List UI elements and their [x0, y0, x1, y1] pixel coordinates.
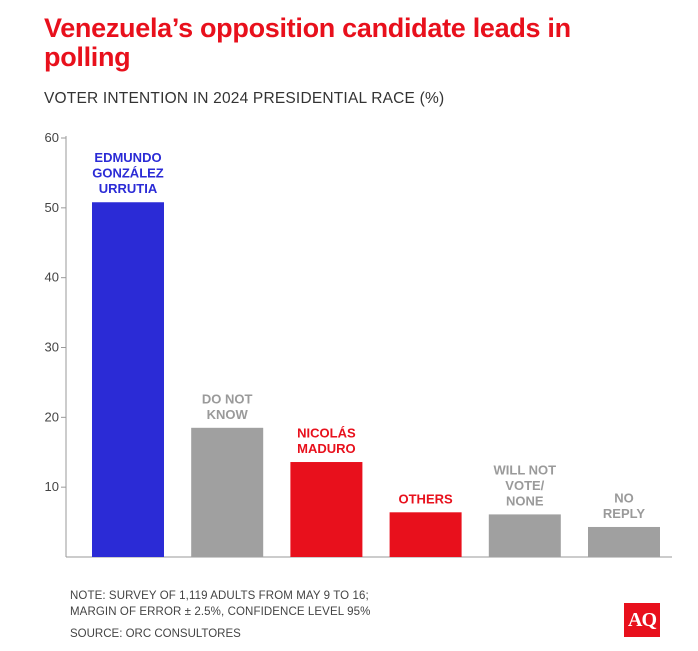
bar-label: NO	[614, 490, 634, 505]
y-tick-label: 40	[45, 270, 59, 285]
bar	[191, 427, 264, 557]
y-tick-label: 10	[45, 479, 59, 494]
chart-source: SOURCE: ORC CONSULTORES	[70, 628, 241, 640]
bar-label: NONE	[506, 493, 544, 508]
bar-label: KNOW	[207, 407, 249, 422]
bar-label: REPLY	[603, 506, 645, 521]
note-line-1: NOTE: SURVEY OF 1,119 ADULTS FROM MAY 9 …	[70, 590, 369, 602]
y-tick-label: 30	[45, 340, 59, 355]
bar	[588, 526, 660, 557]
bar-label: MADURO	[297, 441, 356, 456]
bar	[389, 512, 462, 557]
bar-label: VOTE/	[505, 478, 544, 493]
bar-label: NICOLÁS	[297, 426, 356, 441]
chart-subtitle: VOTER INTENTION IN 2024 PRESIDENTIAL RAC…	[44, 90, 445, 107]
bar-label: WILL NOT	[494, 462, 557, 477]
bar-label: GONZÁLEZ	[92, 166, 164, 181]
chart-note: NOTE: SURVEY OF 1,119 ADULTS FROM MAY 9 …	[70, 588, 370, 620]
bar	[290, 462, 363, 557]
bar-label: EDMUNDO	[94, 150, 161, 165]
y-tick-label: 60	[45, 130, 59, 145]
bar-label: URRUTIA	[99, 181, 158, 196]
bar-label: OTHERS	[399, 491, 454, 506]
chart-title: Venezuela’s opposition candidate leads i…	[44, 13, 571, 72]
bar	[488, 514, 561, 557]
bar	[92, 202, 164, 557]
aq-logo: AQ	[624, 603, 660, 637]
y-tick-label: 50	[45, 200, 59, 215]
note-line-2: MARGIN OF ERROR ± 2.5%, CONFIDENCE LEVEL…	[70, 606, 371, 618]
bar-label: DO NOT	[202, 391, 253, 406]
y-tick-label: 20	[45, 409, 59, 424]
